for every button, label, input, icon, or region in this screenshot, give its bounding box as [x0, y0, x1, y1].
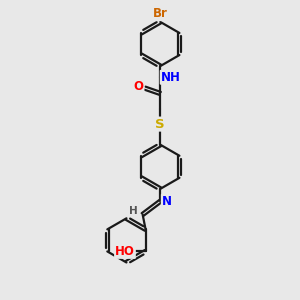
Text: S: S [155, 118, 165, 130]
Text: HO: HO [115, 245, 135, 258]
Text: N: N [162, 195, 172, 208]
Text: O: O [134, 80, 143, 93]
Text: H: H [129, 206, 138, 216]
Text: NH: NH [161, 71, 181, 84]
Text: Br: Br [153, 7, 168, 20]
